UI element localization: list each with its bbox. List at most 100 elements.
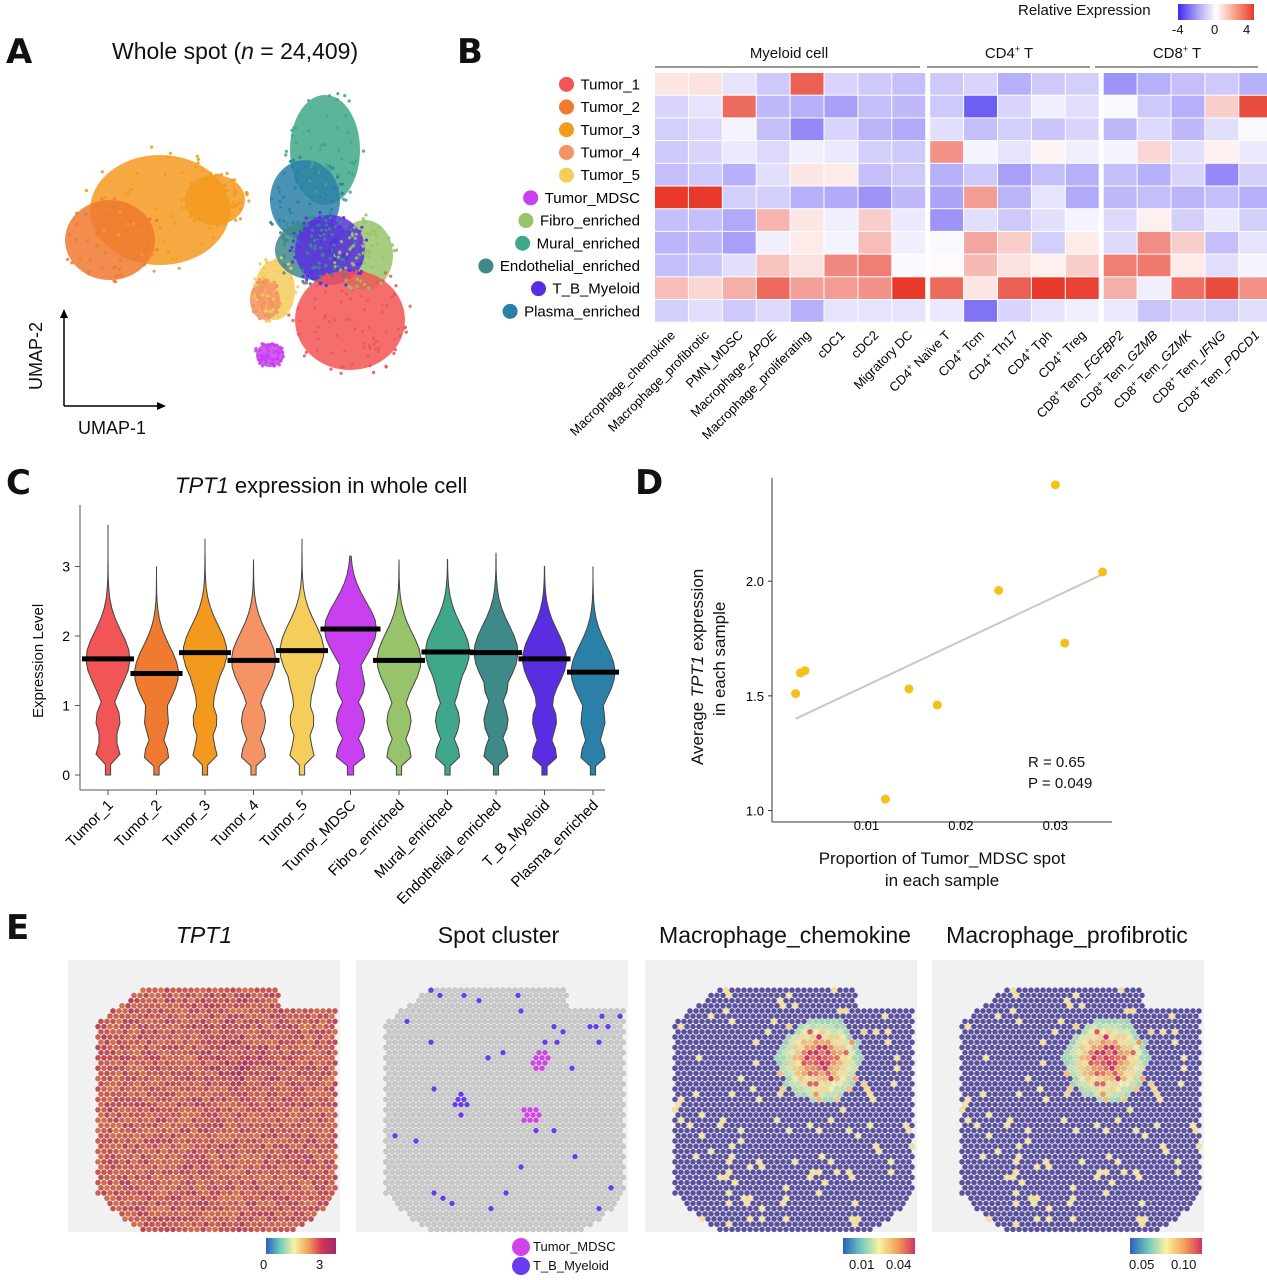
tissue-spot <box>497 1075 503 1082</box>
umap-point <box>184 206 188 210</box>
tissue-spot <box>383 1148 389 1155</box>
tissue-spot <box>227 1179 233 1186</box>
tissue-spot <box>299 1117 305 1124</box>
tissue-spot <box>185 1158 191 1165</box>
tissue-spot <box>272 1216 278 1222</box>
tissue-spot <box>161 1210 167 1217</box>
tissue-spot <box>251 1096 257 1103</box>
tissue-spot <box>900 1023 906 1030</box>
tissue-spot <box>765 997 771 1004</box>
tissue-spot <box>467 992 473 999</box>
tissue-spot <box>269 1200 275 1207</box>
tissue-spot <box>494 1060 500 1066</box>
tissue-spot <box>578 1070 584 1077</box>
tissue-spot <box>125 1117 131 1124</box>
tissue-spot <box>152 1226 158 1233</box>
tissue-spot <box>236 1216 242 1222</box>
tissue-spot <box>236 997 242 1004</box>
tissue-spot <box>221 1210 227 1217</box>
umap-point <box>361 244 365 248</box>
tissue-spot <box>515 1034 521 1040</box>
tissue-spot <box>563 1138 569 1144</box>
umap-point <box>314 170 318 175</box>
tissue-spot <box>470 1091 476 1098</box>
umap-point <box>308 202 312 206</box>
tissue-spot <box>672 1034 678 1040</box>
tissue-spot <box>416 1070 422 1077</box>
tissue-spot <box>422 1091 428 1098</box>
tissue-spot <box>395 1075 401 1082</box>
tissue-spot <box>134 1101 140 1108</box>
tissue-spot <box>575 1086 581 1092</box>
tissue-spot <box>557 1106 563 1113</box>
tissue-spot <box>506 1112 512 1118</box>
tissue-spot <box>122 1174 128 1181</box>
tissue-spot <box>290 1018 296 1025</box>
tissue-spot <box>578 1184 584 1191</box>
tissue-spot <box>575 1096 581 1103</box>
tissue-spot <box>185 1179 191 1186</box>
tissue-spot <box>563 992 569 999</box>
tissue-spot <box>185 1086 191 1092</box>
umap-point <box>277 305 281 309</box>
tissue-spot <box>434 1070 440 1077</box>
tissue-spot <box>593 1169 599 1176</box>
tissue-spot <box>383 1034 389 1040</box>
tissue-spot <box>542 1195 548 1202</box>
tissue-spot <box>831 1008 837 1014</box>
tissue-spot <box>332 1153 338 1160</box>
tissue-spot <box>512 1018 518 1025</box>
tissue-spot <box>840 1002 846 1009</box>
tissue-spot <box>137 1190 143 1196</box>
tissue-spot <box>290 1226 296 1233</box>
tissue-spot <box>284 1049 290 1056</box>
tissue-spot <box>557 1065 563 1072</box>
tissue-spot <box>563 1096 569 1103</box>
tissue-spot <box>485 1044 491 1051</box>
tissue-spot <box>323 1034 329 1040</box>
tissue-spot <box>143 1023 149 1030</box>
tissue-spot <box>104 1028 110 1035</box>
umap-point <box>336 173 340 177</box>
tissue-spot <box>747 987 753 994</box>
tissue-spot <box>416 1174 422 1181</box>
umap-point <box>274 262 278 266</box>
umap-point <box>323 250 327 254</box>
tissue-spot <box>425 1190 431 1196</box>
tissue-spot <box>527 1169 533 1176</box>
tissue-spot <box>620 1164 626 1170</box>
tissue-spot <box>197 1002 203 1009</box>
umap-point <box>295 239 299 243</box>
tissue-spot <box>458 987 464 994</box>
tissue-spot <box>161 1221 167 1228</box>
tissue-spot <box>266 1174 272 1181</box>
tissue-spot <box>218 1132 224 1139</box>
tissue-spot <box>200 1143 206 1150</box>
tissue-spot <box>563 1148 569 1155</box>
tissue-spot <box>605 1023 611 1030</box>
umap-point <box>297 332 301 336</box>
tissue-spot <box>185 1138 191 1144</box>
tissue-spot <box>557 1169 563 1176</box>
tissue-spot <box>200 1070 206 1077</box>
tissue-spot <box>398 1132 404 1139</box>
tissue-spot <box>203 1106 209 1113</box>
tissue-spot <box>245 1148 251 1155</box>
tissue-spot <box>104 1132 110 1139</box>
tissue-spot <box>239 1169 245 1176</box>
tissue-spot <box>512 1008 518 1014</box>
tissue-spot <box>215 1054 221 1061</box>
tissue-spot <box>110 1143 116 1150</box>
tissue-spot <box>524 1132 530 1139</box>
tissue-spot <box>491 1138 497 1144</box>
tissue-spot <box>440 1122 446 1129</box>
umap-point <box>373 231 377 235</box>
tissue-spot <box>131 1096 137 1103</box>
tissue-spot <box>720 1044 726 1051</box>
tissue-spot <box>524 1195 530 1202</box>
tissue-spot <box>485 1034 491 1040</box>
umap-point <box>369 265 373 269</box>
tissue-spot <box>146 1080 152 1087</box>
umap-point <box>317 223 321 227</box>
umap-point <box>324 193 328 197</box>
